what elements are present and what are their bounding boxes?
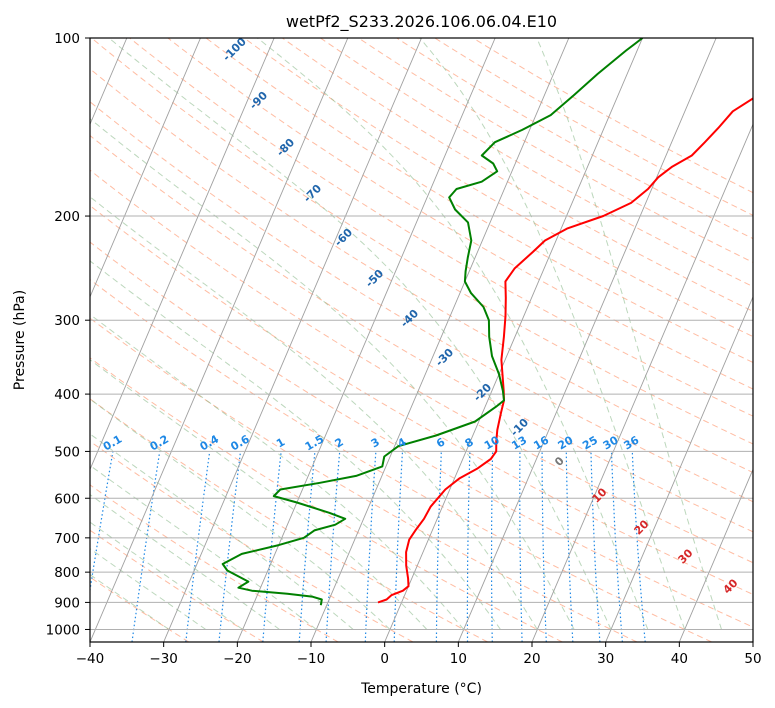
y-axis-label: Pressure (hPa) bbox=[12, 290, 28, 390]
dewpoint-line bbox=[221, 38, 644, 606]
y-tick-label: 600 bbox=[54, 491, 80, 507]
x-tick-label: 40 bbox=[671, 651, 688, 667]
tick-layer: −40 −30 −20 −10 0 10 20 30 40 50 100 200 300 400 500 60… bbox=[46, 31, 762, 667]
chart-title: wetPf2_S233.2026.106.06.04.E10 bbox=[286, 12, 557, 32]
isotherm-line bbox=[384, 38, 643, 642]
dry-adiabat bbox=[129, 38, 753, 417]
y-tick-label: 300 bbox=[54, 313, 80, 329]
moist-adiabat bbox=[419, 38, 686, 630]
isotherm-line bbox=[457, 38, 717, 642]
isotherm-line bbox=[310, 38, 570, 642]
dry-adiabat bbox=[90, 357, 563, 642]
moist-adiabat bbox=[90, 118, 575, 630]
plot-frame bbox=[89, 37, 754, 643]
isotherm-line bbox=[678, 468, 753, 642]
moist-adiabat bbox=[90, 464, 317, 630]
x-tick-label: 10 bbox=[450, 651, 467, 667]
dry-adiabat bbox=[90, 205, 753, 595]
y-tick-label: 700 bbox=[54, 531, 80, 547]
dry-adiabat bbox=[90, 134, 753, 533]
moist-adiabat bbox=[90, 260, 501, 630]
mixing-ratio-line bbox=[90, 451, 114, 594]
moist-adiabat bbox=[90, 196, 538, 630]
isotherm-line bbox=[531, 123, 753, 642]
moist-adiabat bbox=[90, 548, 207, 630]
isotherm-line bbox=[236, 38, 496, 642]
moist-adiabat bbox=[536, 38, 722, 630]
isotherm-line bbox=[90, 38, 201, 299]
dry-adiabat bbox=[90, 241, 753, 628]
y-tick-label: 200 bbox=[54, 209, 80, 225]
x-axis-label: Temperature (°C) bbox=[360, 681, 482, 697]
y-tick-label: 800 bbox=[54, 565, 80, 581]
isotherm-line bbox=[90, 38, 275, 471]
dry-adiabat bbox=[90, 317, 638, 642]
grid-layer bbox=[90, 38, 753, 642]
y-tick-label: 500 bbox=[54, 444, 80, 460]
series-layer bbox=[221, 38, 753, 606]
dry-adiabat bbox=[90, 68, 753, 474]
dry-adiabat bbox=[205, 38, 753, 364]
y-tick-label: 900 bbox=[54, 595, 80, 611]
moist-adiabat bbox=[90, 493, 280, 630]
x-tick-label: −20 bbox=[223, 651, 252, 667]
mixing-ratio-line bbox=[131, 451, 161, 642]
dry-adiabat bbox=[90, 484, 339, 642]
dry-adiabat bbox=[167, 38, 753, 390]
x-tick-label: −10 bbox=[297, 651, 326, 667]
y-tick-label: 1000 bbox=[46, 622, 80, 638]
x-tick-label: 20 bbox=[523, 651, 540, 667]
mixing-ratio-line bbox=[185, 451, 211, 642]
moist-adiabat bbox=[90, 313, 465, 630]
y-tick-label: 100 bbox=[54, 31, 80, 47]
x-tick-label: 50 bbox=[744, 651, 761, 667]
x-tick-label: −40 bbox=[76, 651, 105, 667]
y-tick-label: 400 bbox=[54, 387, 80, 403]
x-tick-label: −30 bbox=[149, 651, 178, 667]
temperature-line bbox=[377, 97, 753, 604]
dry-adiabat bbox=[90, 169, 753, 564]
isotherm-line bbox=[605, 295, 753, 642]
x-tick-label: 30 bbox=[597, 651, 614, 667]
isotherm-line bbox=[90, 38, 349, 642]
isotherm-line bbox=[163, 38, 422, 642]
dry-adiabat bbox=[243, 38, 753, 338]
x-tick-label: 0 bbox=[380, 651, 389, 667]
moist-adiabat bbox=[257, 38, 649, 630]
dry-adiabat bbox=[91, 38, 753, 445]
